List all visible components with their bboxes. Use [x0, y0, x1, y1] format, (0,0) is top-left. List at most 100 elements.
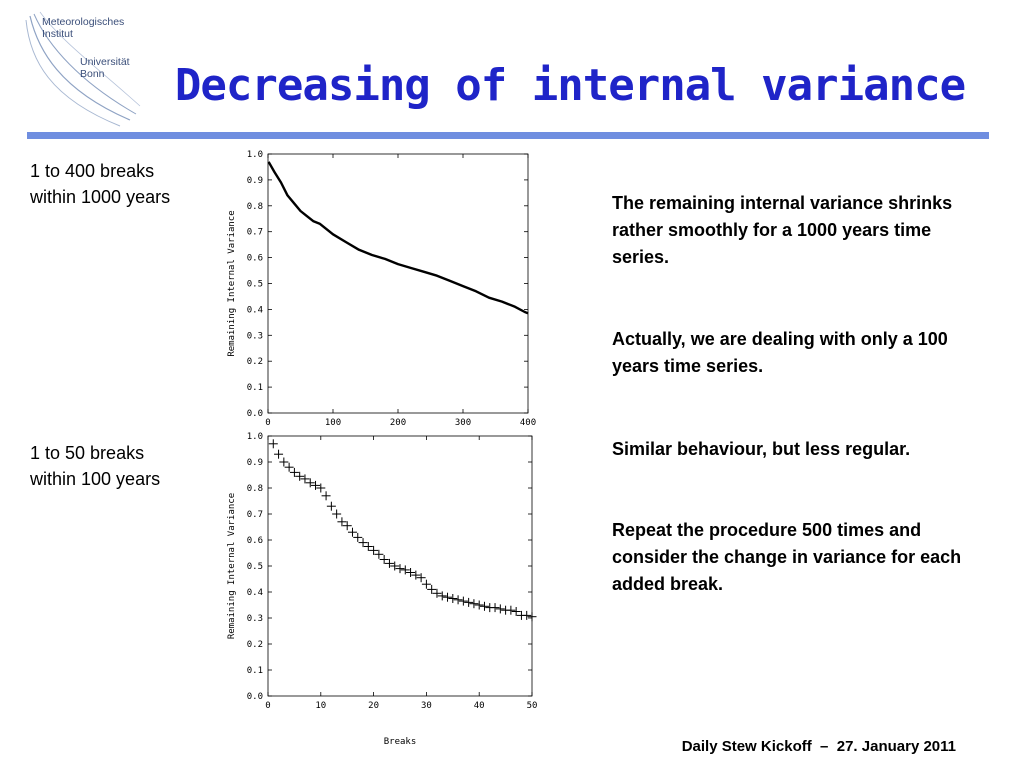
- y-tick-label: 0.0: [247, 692, 263, 702]
- data-point-cross: [322, 491, 331, 500]
- slide-title: Decreasing of internal variance: [150, 60, 990, 111]
- y-tick-label: 0.3: [247, 614, 263, 624]
- y-tick-label: 0.1: [247, 383, 263, 393]
- data-point-cross: [422, 580, 431, 589]
- data-point-cross: [311, 481, 320, 490]
- y-tick-label: 0.9: [247, 176, 263, 186]
- data-point-cross: [359, 538, 368, 547]
- data-point-cross: [454, 595, 463, 604]
- data-point-cross: [385, 559, 394, 568]
- university-logo: Meteorologisches Institut Universität Bo…: [20, 10, 170, 130]
- y-tick-label: 0.9: [247, 458, 263, 468]
- footer-text: Daily Stew Kickoff – 27. January 2011: [682, 738, 956, 755]
- y-tick-label: 0.6: [247, 536, 263, 546]
- label-50-breaks: 1 to 50 breaks within 100 years: [30, 440, 160, 492]
- chart-100-years: 0.0 0.1 0.2 0.3 0.4 0.5 0.6 0.7 0.8 0.9 1.0 0 10 20 30…: [210, 428, 550, 748]
- x-tick-label: 300: [455, 418, 471, 428]
- data-point-cross: [343, 521, 352, 530]
- data-point-cross: [459, 597, 468, 606]
- x-tick-label: 10: [315, 701, 326, 711]
- y-tick-label: 0.6: [247, 254, 263, 264]
- y-tick-label: 1.0: [247, 150, 263, 160]
- data-point-cross: [522, 611, 531, 620]
- y-axis-title: Remaining Internal Variance: [227, 210, 237, 356]
- label-400-breaks-line-2: within 1000 years: [30, 184, 170, 210]
- data-point-cross: [432, 589, 441, 598]
- y-tick-label: 0.2: [247, 357, 263, 367]
- paragraph-similar-behaviour: Similar behaviour, but less regular.: [612, 436, 972, 463]
- data-point-cross: [274, 450, 283, 459]
- data-point-cross: [390, 562, 399, 571]
- y-tick-label: 0.1: [247, 666, 263, 676]
- x-tick-label: 20: [368, 701, 379, 711]
- logo-line-1: Meteorologisches: [42, 16, 124, 28]
- data-point-cross: [496, 604, 505, 613]
- plot-frame: [268, 154, 528, 413]
- data-point-cross: [369, 546, 378, 555]
- data-point-cross: [279, 458, 288, 467]
- data-point-cross: [348, 528, 357, 537]
- data-point-cross: [491, 603, 500, 612]
- logo-line-2: Institut: [42, 28, 73, 40]
- data-point-cross: [295, 472, 304, 481]
- x-tick-label: 100: [325, 418, 341, 428]
- logo-line-4: Bonn: [80, 68, 105, 80]
- y-tick-label: 0.8: [247, 202, 263, 212]
- title-divider: [27, 132, 989, 139]
- data-point-cross: [327, 502, 336, 511]
- data-point-cross: [464, 598, 473, 607]
- x-tick-label: 30: [421, 701, 432, 711]
- data-point-cross: [448, 594, 457, 603]
- data-point-cross: [438, 591, 447, 600]
- label-50-breaks-line-2: within 100 years: [30, 466, 160, 492]
- paragraph-smooth-shrink: The remaining internal variance shrinks …: [612, 190, 972, 271]
- x-tick-label: 0: [265, 701, 270, 711]
- data-point-cross: [401, 565, 410, 574]
- x-tick-label: 0: [265, 418, 270, 428]
- data-point-cross: [469, 599, 478, 608]
- data-point-cross: [411, 571, 420, 580]
- data-point-cross: [380, 555, 389, 564]
- chart-1000-years: 0.0 0.1 0.2 0.3 0.4 0.5 0.6 0.7 0.8 0.9 1.0 0 100 200…: [210, 146, 550, 436]
- y-tick-label: 0.8: [247, 484, 263, 494]
- y-tick-label: 0.3: [247, 331, 263, 341]
- y-tick-label: 0.4: [247, 305, 263, 315]
- label-50-breaks-line-1: 1 to 50 breaks: [30, 440, 160, 466]
- data-point-cross: [427, 585, 436, 594]
- data-point-cross: [316, 484, 325, 493]
- data-point-cross: [332, 510, 341, 519]
- data-point-cross: [506, 606, 515, 615]
- y-tick-label: 0.5: [247, 562, 263, 572]
- y-tick-label: 0.7: [247, 228, 263, 238]
- data-point-cross: [374, 550, 383, 559]
- paragraph-repeat-procedure: Repeat the procedure 500 times and consi…: [612, 517, 972, 598]
- data-point-cross: [417, 573, 426, 582]
- paragraph-100-years: Actually, we are dealing with only a 100…: [612, 326, 972, 380]
- data-point-cross: [528, 612, 537, 621]
- data-point-cross: [269, 439, 278, 448]
- data-point-cross: [475, 601, 484, 610]
- variance-line-series: [269, 162, 528, 313]
- data-point-cross: [306, 478, 315, 487]
- y-tick-label: 0.2: [247, 640, 263, 650]
- x-tick-label: 200: [390, 418, 406, 428]
- logo-line-3: Universität: [80, 56, 130, 68]
- data-point-cross: [512, 607, 521, 616]
- data-point-cross: [396, 564, 405, 573]
- data-point-cross: [337, 517, 346, 526]
- data-point-cross: [285, 463, 294, 472]
- data-point-cross: [290, 468, 299, 477]
- data-point-cross: [443, 593, 452, 602]
- x-tick-label: 50: [527, 701, 538, 711]
- x-tick-label: 400: [520, 418, 536, 428]
- data-point-cross: [300, 474, 309, 483]
- label-400-breaks: 1 to 400 breaks within 1000 years: [30, 158, 170, 210]
- y-tick-label: 0.7: [247, 510, 263, 520]
- data-point-cross: [364, 542, 373, 551]
- data-point-cross: [406, 568, 415, 577]
- label-400-breaks-line-1: 1 to 400 breaks: [30, 158, 170, 184]
- x-tick-label: 40: [474, 701, 485, 711]
- data-point-cross: [480, 602, 489, 611]
- x-axis-title: Breaks: [384, 737, 417, 747]
- y-tick-label: 0.4: [247, 588, 263, 598]
